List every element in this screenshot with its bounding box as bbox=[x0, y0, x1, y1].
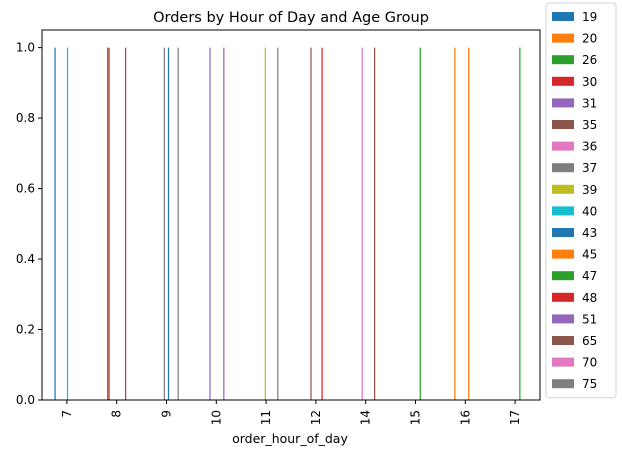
legend-swatch bbox=[552, 98, 574, 108]
bar-36-14 bbox=[361, 47, 363, 400]
y-tick-label: 0.0 bbox=[16, 393, 35, 407]
x-tick-label: 12 bbox=[309, 410, 323, 425]
legend-label: 75 bbox=[582, 377, 597, 391]
bar-40-7 bbox=[66, 47, 69, 400]
x-tick-label: 15 bbox=[409, 410, 423, 425]
x-tick-label: 17 bbox=[508, 410, 522, 425]
bar-45-16 bbox=[468, 47, 470, 400]
legend-swatch bbox=[552, 141, 574, 151]
bar-75-9 bbox=[177, 47, 179, 400]
x-axis-label: order_hour_of_day bbox=[232, 431, 348, 446]
x-tick-label: 11 bbox=[259, 410, 273, 425]
legend-label: 26 bbox=[582, 53, 597, 67]
legend-swatch bbox=[552, 184, 574, 194]
bar-39-11 bbox=[264, 47, 266, 400]
bar-65-8 bbox=[125, 47, 127, 400]
legend-label: 39 bbox=[582, 183, 597, 197]
bar-20-16 bbox=[454, 47, 456, 400]
legend-label: 35 bbox=[582, 118, 597, 132]
x-axis: 7 8 9 10 11 12 14 15 16 17 bbox=[60, 400, 522, 425]
bar-43-9 bbox=[167, 47, 170, 400]
legend-label: 20 bbox=[582, 32, 597, 46]
legend-swatch bbox=[552, 12, 574, 21]
legend: 19 20 26 30 31 35 36 37 39 40 43 45 47 48 51 65 70 75 bbox=[545, 2, 617, 399]
legend-swatch bbox=[552, 379, 574, 389]
bar-31-10 bbox=[209, 47, 211, 400]
y-tick-label: 0.4 bbox=[16, 252, 35, 266]
bar-30-8 bbox=[108, 47, 110, 400]
bar-47-15 bbox=[419, 47, 421, 400]
plot-frame bbox=[41, 29, 541, 401]
legend-label: 51 bbox=[582, 312, 597, 326]
legend-swatch bbox=[552, 357, 574, 367]
legend-swatch bbox=[552, 206, 574, 216]
bar-75-11 bbox=[277, 47, 279, 400]
legend-label: 19 bbox=[582, 10, 597, 24]
x-tick-label: 9 bbox=[160, 410, 174, 418]
y-tick-label: 0.2 bbox=[16, 323, 35, 337]
bar-37-9 bbox=[163, 47, 165, 400]
legend-swatch bbox=[552, 314, 574, 324]
legend-label: 43 bbox=[582, 226, 597, 240]
x-tick-label: 14 bbox=[359, 410, 373, 425]
legend-swatch bbox=[552, 228, 574, 237]
legend-swatch bbox=[552, 55, 574, 65]
legend-label: 70 bbox=[582, 356, 597, 370]
legend-label: 31 bbox=[582, 96, 597, 110]
y-axis: 0.0 0.2 0.4 0.6 0.8 1.0 bbox=[16, 41, 42, 407]
legend-swatch bbox=[552, 336, 574, 345]
legend-swatch bbox=[552, 33, 574, 43]
legend-label: 36 bbox=[582, 140, 597, 154]
x-tick-label: 10 bbox=[209, 410, 223, 425]
bar-51-10 bbox=[223, 47, 225, 400]
legend-label: 40 bbox=[582, 204, 597, 218]
x-tick-label: 8 bbox=[110, 410, 124, 418]
bar-26-8 bbox=[107, 47, 109, 400]
legend-swatch bbox=[552, 249, 574, 259]
legend-label: 47 bbox=[582, 269, 597, 283]
y-tick-label: 1.0 bbox=[16, 41, 35, 55]
bar-19-7 bbox=[54, 47, 56, 400]
legend-label: 65 bbox=[582, 334, 597, 348]
legend-swatch bbox=[552, 120, 574, 129]
legend-label: 48 bbox=[582, 291, 597, 305]
legend-label: 45 bbox=[582, 248, 597, 262]
y-tick-label: 0.8 bbox=[16, 111, 35, 125]
bar-65-14 bbox=[374, 47, 376, 400]
legend-label: 30 bbox=[582, 75, 597, 89]
legend-swatch bbox=[552, 271, 574, 281]
bars bbox=[54, 47, 521, 400]
x-tick-label: 7 bbox=[60, 410, 74, 418]
chart-title: Orders by Hour of Day and Age Group bbox=[153, 10, 429, 26]
x-tick-label: 16 bbox=[458, 410, 472, 425]
legend-swatch bbox=[552, 76, 574, 86]
legend-label: 37 bbox=[582, 161, 597, 175]
legend-swatch bbox=[552, 292, 574, 302]
y-tick-label: 0.6 bbox=[16, 182, 35, 196]
bar-35-12 bbox=[310, 47, 312, 400]
bar-47-17 bbox=[519, 47, 521, 400]
legend-swatch bbox=[552, 163, 574, 173]
bar-48-12 bbox=[321, 47, 323, 400]
